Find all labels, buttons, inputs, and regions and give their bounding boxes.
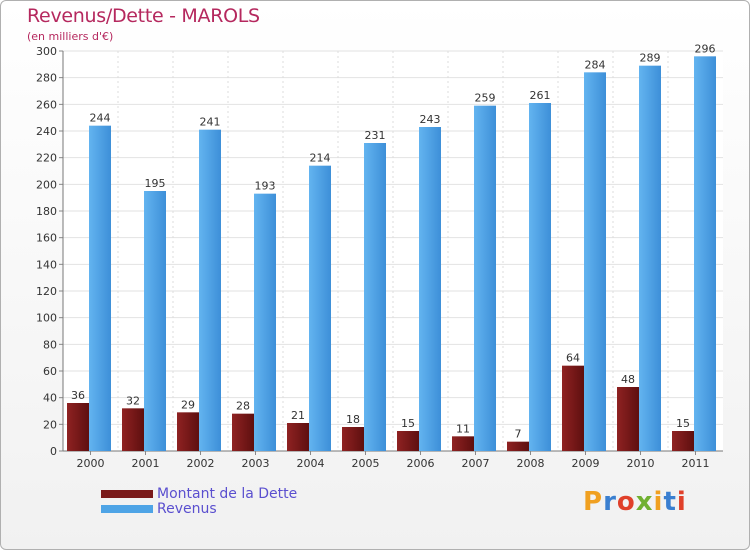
x-tick-label: 2001: [132, 457, 160, 470]
data-label-debt: 28: [236, 400, 250, 413]
data-label-debt: 21: [291, 409, 305, 422]
data-label-debt: 64: [566, 352, 580, 365]
y-tick-label: 260: [36, 98, 57, 111]
data-label-revenue: 296: [695, 42, 716, 55]
bar-revenue: [694, 56, 716, 451]
bar-debt: [177, 412, 199, 451]
chart-title: Revenus/Dette - MAROLS: [27, 5, 260, 27]
bar-revenue: [199, 129, 221, 451]
data-label-debt: 15: [676, 417, 690, 430]
y-tick-label: 220: [36, 152, 57, 165]
data-label-debt: 7: [515, 428, 522, 441]
data-label-debt: 11: [456, 422, 470, 435]
x-tick-label: 2007: [462, 457, 490, 470]
data-label-debt: 32: [126, 394, 140, 407]
bar-debt: [232, 413, 254, 451]
logo-letter: r: [603, 487, 617, 517]
data-label-revenue: 261: [530, 89, 551, 102]
logo-letter: i: [653, 487, 664, 517]
bar-debt: [507, 441, 529, 451]
data-label-revenue: 289: [640, 52, 661, 65]
y-tick-label: 180: [36, 205, 57, 218]
x-tick-label: 2004: [297, 457, 325, 470]
bar-debt: [397, 431, 419, 451]
data-label-revenue: 241: [200, 116, 221, 129]
y-tick-label: 120: [36, 285, 57, 298]
data-label-revenue: 195: [145, 177, 166, 190]
data-label-revenue: 193: [255, 180, 276, 193]
data-label-revenue: 244: [90, 112, 111, 125]
bar-debt: [67, 403, 89, 451]
bar-revenue: [364, 143, 386, 451]
y-tick-label: 200: [36, 178, 57, 191]
bar-revenue: [144, 191, 166, 451]
logo-letter: i: [676, 487, 687, 517]
logo-letter: t: [663, 487, 677, 517]
bar-revenue: [419, 127, 441, 451]
y-tick-label: 20: [43, 418, 57, 431]
proxiti-logo: Proxiti: [583, 487, 687, 517]
chart-subtitle: (en milliers d'€): [27, 30, 114, 43]
bar-debt: [287, 423, 309, 451]
x-tick-label: 2010: [627, 457, 655, 470]
bar-revenue: [529, 103, 551, 451]
bar-debt: [617, 387, 639, 451]
legend-swatch-debt: [101, 490, 153, 498]
x-tick-label: 2008: [517, 457, 545, 470]
bar-revenue: [89, 125, 111, 452]
bar-revenue: [474, 105, 496, 452]
x-tick-label: 2003: [242, 457, 270, 470]
data-label-debt: 15: [401, 417, 415, 430]
bar-revenue: [254, 193, 276, 451]
legend-swatch-revenue: [101, 505, 153, 513]
y-tick-label: 40: [43, 392, 57, 405]
y-tick-label: 140: [36, 258, 57, 271]
data-label-debt: 48: [621, 373, 635, 386]
y-tick-label: 80: [43, 338, 57, 351]
bar-debt: [342, 427, 364, 451]
bar-revenue: [309, 165, 331, 451]
x-tick-label: 2009: [572, 457, 600, 470]
y-tick-label: 300: [36, 45, 57, 58]
logo-letter: P: [583, 487, 604, 517]
data-label-debt: 36: [71, 389, 85, 402]
bar-revenue: [584, 72, 606, 451]
x-tick-label: 2006: [407, 457, 435, 470]
y-tick-label: 240: [36, 125, 57, 138]
data-label-revenue: 243: [420, 113, 441, 126]
legend-label-revenue: Revenus: [157, 501, 217, 517]
data-label-revenue: 259: [475, 92, 496, 105]
data-label-revenue: 284: [585, 58, 606, 71]
data-label-debt: 18: [346, 413, 360, 426]
bar-debt: [452, 436, 474, 451]
bar-debt: [672, 431, 694, 451]
y-tick-label: 60: [43, 365, 57, 378]
data-label-debt: 29: [181, 398, 195, 411]
y-tick-label: 160: [36, 232, 57, 245]
bar-debt: [122, 408, 144, 451]
legend-label-debt: Montant de la Dette: [157, 486, 298, 502]
data-label-revenue: 231: [365, 129, 386, 142]
bar-debt: [562, 365, 584, 451]
x-tick-label: 2011: [682, 457, 710, 470]
logo-letter: o: [616, 487, 636, 517]
data-label-revenue: 214: [310, 152, 331, 165]
x-tick-label: 2005: [352, 457, 380, 470]
y-tick-label: 280: [36, 72, 57, 85]
bar-revenue: [639, 65, 661, 452]
y-tick-label: 0: [50, 445, 57, 458]
logo-letter: x: [635, 487, 654, 517]
y-tick-label: 100: [36, 312, 57, 325]
x-tick-label: 2000: [77, 457, 105, 470]
x-tick-label: 2002: [187, 457, 215, 470]
